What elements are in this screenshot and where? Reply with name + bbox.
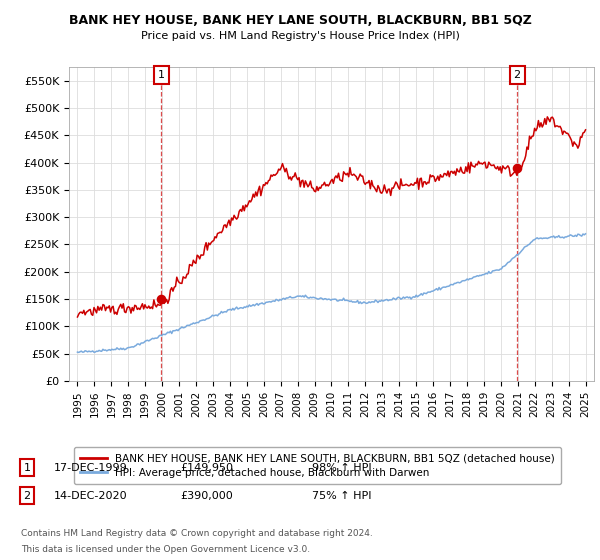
Text: 1: 1 [23,463,31,473]
Legend: BANK HEY HOUSE, BANK HEY LANE SOUTH, BLACKBURN, BB1 5QZ (detached house), HPI: A: BANK HEY HOUSE, BANK HEY LANE SOUTH, BLA… [74,447,561,484]
Text: BANK HEY HOUSE, BANK HEY LANE SOUTH, BLACKBURN, BB1 5QZ: BANK HEY HOUSE, BANK HEY LANE SOUTH, BLA… [68,14,532,27]
Text: 17-DEC-1999: 17-DEC-1999 [54,463,128,473]
Text: Price paid vs. HM Land Registry's House Price Index (HPI): Price paid vs. HM Land Registry's House … [140,31,460,41]
Text: £390,000: £390,000 [180,491,233,501]
Text: £149,950: £149,950 [180,463,233,473]
Text: 98% ↑ HPI: 98% ↑ HPI [312,463,371,473]
Point [157,295,166,304]
Text: 2: 2 [23,491,31,501]
Text: 14-DEC-2020: 14-DEC-2020 [54,491,128,501]
Text: This data is licensed under the Open Government Licence v3.0.: This data is licensed under the Open Gov… [21,545,310,554]
Text: Contains HM Land Registry data © Crown copyright and database right 2024.: Contains HM Land Registry data © Crown c… [21,529,373,538]
Text: 75% ↑ HPI: 75% ↑ HPI [312,491,371,501]
Point [512,164,522,172]
Text: 1: 1 [158,70,165,80]
Text: 2: 2 [514,70,521,80]
